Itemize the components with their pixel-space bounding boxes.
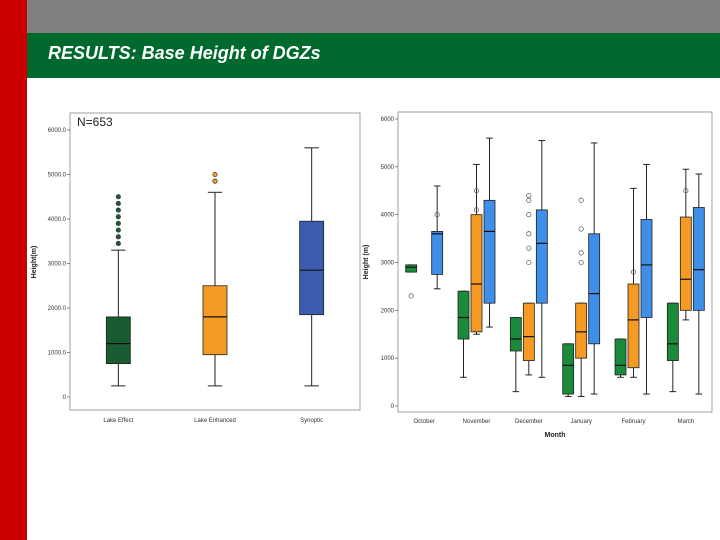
chart1-box-1-outlier-1	[212, 171, 218, 178]
chart1-ytick-label-0: 0	[63, 395, 67, 401]
chart2-box-3-1-outlier-3	[578, 197, 584, 203]
chart2-ytick-label-2: 2000	[381, 308, 395, 314]
chart1-box-0-outlier-3	[115, 220, 121, 227]
chart2-ytick-label-6: 6000	[381, 117, 395, 123]
left-accent-bar	[0, 0, 27, 540]
chart2-plot-frame	[397, 111, 713, 413]
chart2-box-0-0-outlier-0	[408, 293, 414, 299]
chart2-box-4-0-box	[614, 338, 627, 376]
chart2-box-3-0-box	[562, 343, 575, 395]
chart2-xtick-label-0: October	[413, 419, 434, 425]
chart1-ytick-label-6: 6000.0	[48, 128, 67, 134]
chart2-box-1-0-box	[457, 290, 470, 340]
chart2-box-5-1-outlier-0	[683, 188, 689, 194]
chart1-box-2-box	[299, 220, 325, 316]
chart2-ytick-label-0: 0	[391, 404, 395, 410]
chart1-box-0-outlier-5	[115, 207, 121, 213]
chart1-ytick-label-5: 5000.0	[48, 173, 67, 179]
chart2-box-0-0-box	[405, 264, 418, 273]
chart2-box-3-1-outlier-2	[578, 226, 584, 232]
chart2-box-5-0-box	[666, 302, 679, 361]
chart1-box-1-outlier-0	[212, 178, 218, 184]
chart2-box-1-1-outlier-0	[473, 207, 480, 213]
chart1-box-0-outlier-6	[115, 200, 121, 206]
chart2-box-3-1-outlier-1	[578, 250, 584, 256]
chart1-xtick-label-2: Synoptic	[300, 418, 323, 424]
chart1-box-0-outlier-2	[115, 227, 121, 233]
chart2-box-1-1-box	[470, 214, 483, 333]
chart2-ytick-label-4: 4000	[381, 213, 395, 219]
chart2-xtick-label-2: December	[515, 419, 543, 425]
chart2-xtick-label-5: March	[677, 419, 694, 425]
chart1-xtick-label-0: Lake Effect	[103, 418, 133, 424]
chart1-box-0-outlier-0	[115, 240, 121, 247]
chart2-box-4-2-box	[640, 219, 653, 318]
chart2-box-4-1-outlier-0	[630, 269, 637, 275]
chart2-box-0-2-outlier-0	[434, 212, 440, 218]
chart2-box-3-1-outlier-0	[578, 259, 584, 266]
chart2-box-0-2-box	[431, 231, 444, 275]
chart1-annotation: N=653	[77, 115, 113, 129]
chart2-box-2-2-box	[535, 209, 548, 304]
chart1-box-0-outlier-7	[115, 194, 121, 200]
chart1-box-1-box	[202, 285, 228, 356]
chart1-ytick-label-2: 2000.0	[48, 306, 67, 312]
chart2-box-2-1-outlier-0	[526, 259, 532, 266]
chart2-xlabel: Month	[545, 432, 566, 439]
chart2-box-4-1-box	[627, 283, 640, 369]
chart2-box-2-1-outlier-5	[526, 192, 532, 199]
chart2-box-2-1-box	[522, 302, 535, 361]
chart2-box-3-1-box	[575, 302, 588, 359]
chart1-ytick-label-4: 4000.0	[48, 217, 67, 223]
slide-title: RESULTS: Base Height of DGZs	[48, 43, 321, 63]
chart2-box-2-1-outlier-1	[526, 245, 532, 251]
chart1-xtick-label-1: Lake Enhanced	[194, 418, 236, 424]
chart2-xtick-label-3: January	[570, 419, 591, 425]
chart2-box-5-2-box	[692, 207, 705, 311]
chart2-box-2-1-outlier-4	[526, 197, 532, 203]
chart2-ytick-label-1: 1000	[381, 356, 395, 362]
chart1-ytick-label-1: 1000.0	[48, 351, 67, 357]
chart2-box-5-1-box	[679, 216, 692, 311]
top-gray-band	[27, 0, 720, 33]
chart2-box-1-2-box	[483, 199, 496, 304]
title-banner	[27, 33, 720, 78]
chart2-xtick-label-4: February	[621, 419, 645, 425]
chart2-box-2-1-outlier-2	[526, 231, 532, 237]
chart2-xtick-label-1: November	[463, 419, 491, 425]
chart2-ylabel: Height (m)	[363, 245, 370, 280]
chart2-box-2-1-outlier-3	[526, 212, 532, 218]
chart2-box-1-1-outlier-1	[473, 188, 480, 194]
chart2-box-3-2-box	[588, 233, 601, 345]
chart1-box-0-outlier-4	[115, 214, 121, 220]
chart2-box-2-0-box	[509, 317, 522, 352]
chart1-ytick-label-3: 3000.0	[48, 262, 67, 268]
chart1-box-0-box	[105, 316, 131, 365]
chart2-ytick-label-3: 3000	[381, 261, 395, 267]
chart1-ylabel: Height(m)	[31, 246, 38, 279]
chart1-box-0-outlier-1	[115, 234, 121, 240]
chart2-ytick-label-5: 5000	[381, 165, 395, 171]
